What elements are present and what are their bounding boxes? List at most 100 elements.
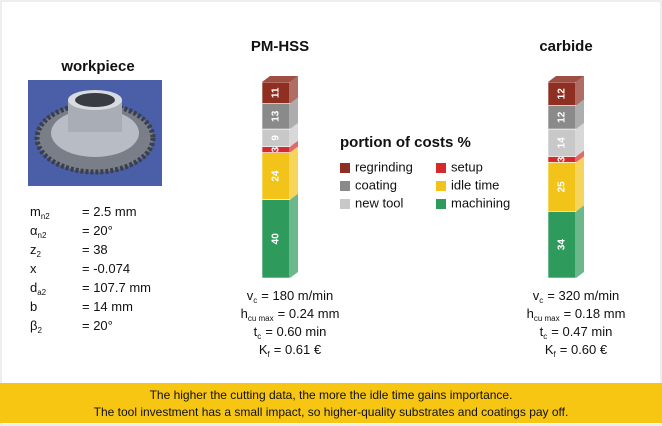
parameter: hcu max = 0.18 mm bbox=[527, 306, 626, 323]
subscript: 2 bbox=[37, 326, 42, 335]
data-label: 14 bbox=[557, 137, 568, 149]
bar-side bbox=[576, 123, 584, 157]
legend-label: setup bbox=[451, 159, 483, 174]
parameter-value: = 180 m/min bbox=[261, 288, 333, 303]
legend-label: coating bbox=[355, 177, 397, 192]
subscript: f bbox=[554, 350, 557, 359]
parameter-value: = 20° bbox=[82, 223, 113, 238]
parameter: da2 = 107.7 mm bbox=[30, 280, 151, 297]
legend-swatch bbox=[436, 199, 446, 209]
parameter-value: = 14 mm bbox=[82, 299, 133, 314]
symbol: K bbox=[545, 342, 554, 357]
parameter: z2 = 38 bbox=[30, 242, 108, 259]
data-label: 9 bbox=[271, 135, 282, 141]
symbol: b bbox=[30, 299, 37, 314]
workpiece-title: workpiece bbox=[60, 58, 134, 75]
parameter-value: = 320 m/min bbox=[547, 288, 619, 303]
symbol: α bbox=[30, 223, 38, 238]
bar-side bbox=[576, 205, 584, 278]
legend-swatch bbox=[340, 199, 350, 209]
parameter-value: = 107.7 mm bbox=[82, 280, 151, 295]
legend-label: new tool bbox=[355, 195, 404, 210]
symbol: d bbox=[30, 280, 37, 295]
bar-side bbox=[290, 193, 298, 278]
parameter: tc = 0.47 min bbox=[540, 324, 613, 341]
parameter-value: = 0.61 € bbox=[274, 342, 322, 357]
subscript: c bbox=[257, 332, 261, 341]
symbol: t bbox=[540, 324, 544, 339]
parameter: Kf = 0.60 € bbox=[545, 342, 608, 359]
footer-text: The tool investment has a small impact, … bbox=[94, 405, 569, 419]
chart-title: PM-HSS bbox=[251, 38, 309, 55]
data-label: 34 bbox=[557, 239, 568, 251]
symbol: h bbox=[241, 306, 248, 321]
data-label: 24 bbox=[271, 170, 282, 182]
legend-label: machining bbox=[451, 195, 510, 210]
bar-segment bbox=[261, 152, 291, 200]
data-label: 12 bbox=[557, 111, 568, 123]
bar-side bbox=[290, 140, 298, 153]
symbol: v bbox=[247, 288, 254, 303]
symbol: t bbox=[254, 324, 258, 339]
parameter-value: = 0.60 min bbox=[265, 324, 326, 339]
legend-swatch bbox=[436, 163, 446, 173]
symbol: m bbox=[30, 204, 41, 219]
legend-swatch bbox=[340, 181, 350, 191]
subscript: 2 bbox=[37, 250, 42, 259]
symbol: z bbox=[30, 242, 37, 257]
bar-side bbox=[290, 146, 298, 200]
parameter: hcu max = 0.24 mm bbox=[241, 306, 340, 323]
bar-side bbox=[576, 76, 584, 106]
parameter: x = -0.074 bbox=[30, 261, 130, 276]
bar-side bbox=[290, 97, 298, 130]
parameter-value: = 38 bbox=[82, 242, 108, 257]
data-label: 13 bbox=[271, 110, 282, 122]
legend-label: idle time bbox=[451, 177, 499, 192]
bar-segment bbox=[547, 128, 577, 157]
legend-label: regrinding bbox=[355, 159, 413, 174]
footer-text: The higher the cutting data, the more th… bbox=[150, 388, 513, 402]
parameter: αn2 = 20° bbox=[30, 223, 113, 240]
bar-side bbox=[576, 150, 584, 163]
bar-side bbox=[290, 76, 298, 104]
subscript: c bbox=[253, 296, 257, 305]
legend-swatch bbox=[340, 163, 350, 173]
symbol: x bbox=[30, 261, 37, 276]
subscript: n2 bbox=[41, 212, 50, 221]
parameter-value: = 0.24 mm bbox=[278, 306, 340, 321]
bar-top bbox=[262, 76, 298, 82]
parameter-value: = -0.074 bbox=[82, 261, 130, 276]
parameter-value: = 0.60 € bbox=[560, 342, 608, 357]
data-label: 40 bbox=[271, 233, 282, 245]
legend-swatch bbox=[436, 181, 446, 191]
subscript: cu max bbox=[534, 314, 560, 323]
subscript: c bbox=[543, 332, 547, 341]
bar-segment bbox=[547, 162, 577, 212]
bar-side bbox=[576, 99, 584, 130]
parameter: vc = 320 m/min bbox=[533, 288, 619, 305]
data-label: 3 bbox=[271, 146, 282, 152]
subscript: a2 bbox=[37, 288, 46, 297]
parameter: vc = 180 m/min bbox=[247, 288, 333, 305]
symbol: β bbox=[30, 318, 37, 333]
parameter: mn2 = 2.5 mm bbox=[30, 204, 137, 221]
bar-side bbox=[576, 156, 584, 212]
data-label: 11 bbox=[271, 87, 282, 98]
data-label: 3 bbox=[557, 156, 568, 162]
data-label: 25 bbox=[557, 181, 568, 193]
footer-band bbox=[0, 383, 662, 423]
bar-side bbox=[290, 123, 298, 147]
parameter-value: = 2.5 mm bbox=[82, 204, 137, 219]
parameter: β2 = 20° bbox=[30, 318, 113, 335]
subscript: cu max bbox=[248, 314, 274, 323]
chart-title: carbide bbox=[539, 38, 592, 55]
parameter-value: = 20° bbox=[82, 318, 113, 333]
parameter-value: = 0.18 mm bbox=[564, 306, 626, 321]
subscript: f bbox=[268, 350, 271, 359]
symbol: h bbox=[527, 306, 534, 321]
symbol: v bbox=[533, 288, 540, 303]
parameter: tc = 0.60 min bbox=[254, 324, 327, 341]
data-label: 12 bbox=[557, 88, 568, 100]
